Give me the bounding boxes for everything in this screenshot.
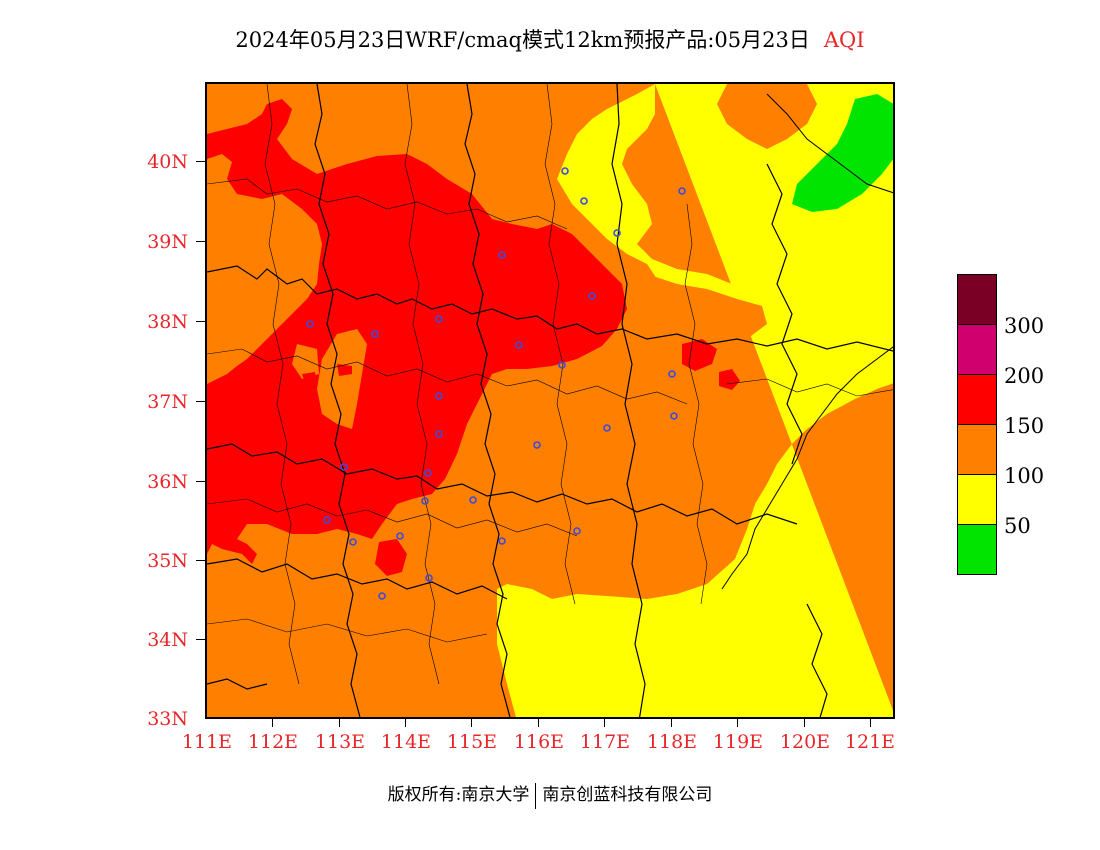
aqi-map-svg (207, 84, 893, 717)
legend-band-very-unhealthy (958, 325, 996, 375)
province-borders (207, 84, 893, 717)
lon-tick (870, 719, 871, 727)
lon-label-112e: 112E (247, 731, 299, 753)
legend-band-moderate (958, 475, 996, 525)
title-product: AQI (823, 28, 865, 52)
legend-band-hazardous (958, 275, 996, 325)
lon-label-117e: 117E (579, 731, 631, 753)
copyright-text: 版权所有:南京大学 (387, 785, 530, 805)
lon-tick (604, 719, 605, 727)
lat-tick (196, 401, 205, 402)
legend-label-50: 50 (1004, 514, 1031, 538)
lon-label-113e: 113E (314, 731, 366, 753)
region-unhealthy-west (212, 364, 352, 469)
lat-label-35n: 35N (147, 550, 188, 572)
station-markers (306, 167, 686, 600)
copyright-footer: 版权所有:南京大学 南京创蓝科技有限公司 (0, 780, 1100, 809)
legend-label-200: 200 (1004, 364, 1045, 388)
county-borders (207, 84, 893, 685)
lon-tick (804, 719, 805, 727)
lat-tick (196, 161, 205, 162)
lon-label-115e: 115E (446, 731, 498, 753)
lon-label-121e: 121E (844, 731, 896, 753)
lon-label-116e: 116E (513, 731, 565, 753)
lat-label-40n: 40N (147, 151, 188, 173)
lon-label-118e: 118E (646, 731, 698, 753)
legend-label-300: 300 (1004, 314, 1045, 338)
region-unhealthy-east (682, 339, 740, 390)
region-moderate-east (647, 84, 817, 339)
lat-tick (196, 560, 205, 561)
lat-label-33n: 33N (147, 708, 188, 730)
lat-label-37n: 37N (147, 391, 188, 413)
legend-band-unhealthy (958, 375, 996, 425)
lat-tick (196, 481, 205, 482)
lon-label-119e: 119E (712, 731, 764, 753)
region-unhealthy-south (322, 489, 407, 576)
region-good-south (497, 589, 646, 717)
legend-band-good (958, 525, 996, 574)
lon-tick (538, 719, 539, 727)
aqi-legend (957, 274, 997, 575)
lat-tick (196, 321, 205, 322)
lat-label-36n: 36N (147, 471, 188, 493)
lon-label-114e: 114E (380, 731, 432, 753)
lat-label-34n: 34N (147, 629, 188, 651)
lon-tick (405, 719, 406, 727)
lon-tick (671, 719, 672, 727)
coastline (721, 93, 893, 590)
legend-label-100: 100 (1004, 464, 1045, 488)
lat-tick (196, 639, 205, 640)
region-excellent-northeast (792, 94, 893, 212)
title-text: 2024年05月23日WRF/cmaq模式12km预报产品:05月23日 (235, 28, 810, 52)
lat-label-39n: 39N (147, 231, 188, 253)
lat-tick (196, 241, 205, 242)
legend-band-sensitive (958, 425, 996, 475)
lat-label-38n: 38N (147, 311, 188, 333)
lon-tick (272, 719, 273, 727)
region-good-northeast (497, 84, 893, 717)
region-unhealthy-main (207, 99, 627, 564)
lon-tick (471, 719, 472, 727)
footer-divider (535, 782, 537, 809)
region-unhealthy-hole (207, 154, 367, 429)
legend-label-150: 150 (1004, 414, 1045, 438)
aqi-map[interactable] (205, 82, 895, 719)
lon-tick (737, 719, 738, 727)
company-text: 南京创蓝科技有限公司 (542, 785, 713, 805)
lon-label-120e: 120E (779, 731, 831, 753)
lon-label-111e: 111E (181, 731, 233, 753)
map-title: 2024年05月23日WRF/cmaq模式12km预报产品:05月23日 AQI (0, 24, 1100, 54)
lon-tick (339, 719, 340, 727)
